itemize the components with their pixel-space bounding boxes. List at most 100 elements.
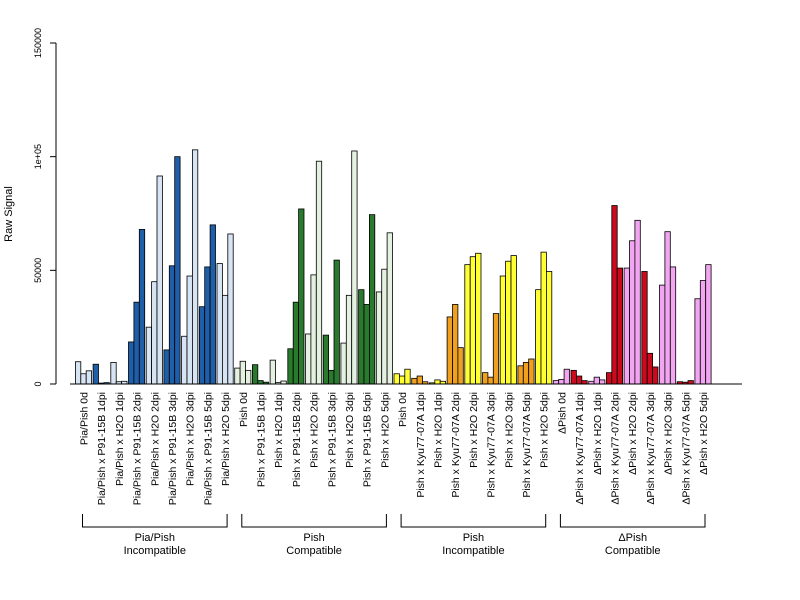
bar xyxy=(404,368,411,385)
y-tick-label: 50000 xyxy=(33,258,43,283)
bar xyxy=(505,260,512,385)
bar xyxy=(351,150,358,385)
x-tick-label: Pish x H2O 3dpi xyxy=(344,392,356,468)
bar xyxy=(216,263,223,385)
x-tick-label: Pish x Kyu77-07A 1dpi xyxy=(415,392,427,498)
bar xyxy=(528,358,535,385)
x-tick-label: Pia/Pish 0d xyxy=(79,392,91,445)
x-tick-label: Pia/Pish x H2O 5dpi xyxy=(220,392,232,486)
group-bracket xyxy=(82,514,228,528)
bar xyxy=(664,231,671,385)
bar xyxy=(641,271,648,385)
x-tick-labels: Pia/Pish 0d Pia/Pish x P91-15B 1dpi Pia/Pi… xyxy=(79,392,711,505)
x-tick-label: Pish x P91-15B 3dpi xyxy=(326,392,338,487)
x-tick-label: Pish x H2O 2dpi xyxy=(468,392,480,468)
bar xyxy=(340,342,347,385)
bar xyxy=(563,368,570,385)
bar xyxy=(269,359,276,385)
bar xyxy=(328,369,335,385)
x-tick-label: Pia/Pish x P91-15B 3dpi xyxy=(167,392,179,505)
bar xyxy=(599,379,606,385)
bar xyxy=(204,266,211,385)
bar xyxy=(227,233,234,385)
x-tick-label: Pish 0d xyxy=(397,392,409,427)
x-tick-label: Pish 0d xyxy=(238,392,250,427)
y-tick-label: 1e+05 xyxy=(33,144,43,169)
bar xyxy=(75,361,82,385)
group-label: Pia/Pish xyxy=(135,532,175,544)
x-tick-label: Pish x P91-15B 5dpi xyxy=(362,392,374,487)
bar xyxy=(181,335,188,385)
x-tick-label: Pia/Pish x H2O 2dpi xyxy=(149,392,161,486)
x-tick-label: Pish x P91-15B 2dpi xyxy=(291,392,303,487)
group-label: Pish xyxy=(463,532,484,544)
bar xyxy=(517,365,524,385)
bar xyxy=(168,265,176,385)
x-tick-label: Pish x H2O 5dpi xyxy=(379,392,391,468)
bar xyxy=(163,349,170,385)
x-tick-label: ΔPish x Kyu77-07A 1dpi xyxy=(574,392,586,505)
bar xyxy=(482,372,489,385)
x-tick-label: Pia/Pish x P91-15B 1dpi xyxy=(96,392,108,505)
y-tick-label: 150000 xyxy=(33,28,43,58)
bar xyxy=(659,284,666,385)
bar xyxy=(381,268,388,385)
x-tick-label: Pia/Pish x P91-15B 5dpi xyxy=(202,392,214,505)
x-tick-label: ΔPish x H2O 2dpi xyxy=(627,392,639,475)
x-tick-label: ΔPish x H2O 1dpi xyxy=(592,392,604,475)
x-tick-label: Pia/Pish x H2O 3dpi xyxy=(185,392,197,486)
bar xyxy=(298,208,305,385)
bar xyxy=(540,251,547,385)
bar xyxy=(416,375,423,385)
bar xyxy=(581,380,588,385)
x-tick-label: Pish x Kyu77-07A 3dpi xyxy=(486,392,498,498)
x-tick-label: Pish x H2O 1dpi xyxy=(273,392,285,468)
bar xyxy=(616,267,624,385)
bar xyxy=(239,360,246,385)
bar xyxy=(198,306,206,385)
group-label: Compatible xyxy=(286,545,342,557)
bar xyxy=(221,294,229,385)
bar xyxy=(393,373,400,385)
bar xyxy=(411,377,418,385)
x-tick-label: Pia/Pish x P91-15B 2dpi xyxy=(132,392,144,505)
bar xyxy=(646,352,654,385)
bar xyxy=(368,214,376,385)
bar xyxy=(92,363,99,385)
bar xyxy=(699,280,707,385)
bar xyxy=(151,281,158,385)
bar xyxy=(174,156,181,385)
bar xyxy=(186,275,193,385)
bar xyxy=(452,304,459,385)
bar xyxy=(234,367,241,385)
bar xyxy=(110,361,117,385)
bar xyxy=(469,256,477,385)
bar xyxy=(85,370,92,385)
bar xyxy=(464,264,471,385)
bar xyxy=(315,160,323,385)
y-axis-title: Raw Signal xyxy=(3,186,15,242)
bar xyxy=(251,364,259,385)
bar xyxy=(499,275,507,385)
bar xyxy=(570,369,577,385)
group-label: ΔPish xyxy=(618,532,647,544)
bar xyxy=(694,298,701,385)
bar xyxy=(546,271,553,385)
bar xyxy=(310,274,317,385)
bar xyxy=(475,252,482,385)
bar xyxy=(363,304,370,385)
group-label: Incompatible xyxy=(124,545,186,557)
bar xyxy=(80,373,87,385)
bar xyxy=(398,375,406,385)
bar xyxy=(305,333,312,385)
x-tick-label: Pia/Pish x H2O 1dpi xyxy=(114,392,126,486)
group-bracket xyxy=(400,514,547,528)
bar xyxy=(257,380,264,385)
x-tick-label: ΔPish x Kyu77-07A 3dpi xyxy=(645,392,657,505)
bar xyxy=(287,348,294,385)
group-label: Incompatible xyxy=(442,545,504,557)
bar xyxy=(128,341,135,385)
group-bracket xyxy=(241,514,387,528)
bar xyxy=(705,264,712,385)
